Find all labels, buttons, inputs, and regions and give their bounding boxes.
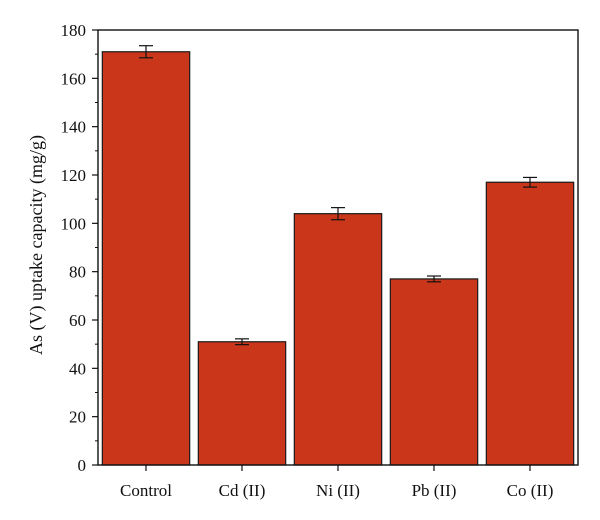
bar-co-ii bbox=[485, 181, 575, 466]
axes-layer bbox=[92, 29, 579, 471]
y-tick-label: 140 bbox=[61, 118, 87, 137]
x-tick-label: Co (II) bbox=[507, 481, 554, 500]
y-tick-label: 40 bbox=[69, 359, 86, 378]
y-axis-title: As (V) uptake capacity (mg/g) bbox=[26, 135, 47, 355]
x-tick-label: Control bbox=[120, 481, 172, 500]
y-tick-label: 80 bbox=[69, 263, 86, 282]
x-tick-label: Ni (II) bbox=[316, 481, 360, 500]
y-tick-label: 120 bbox=[61, 166, 87, 185]
x-tick-label: Pb (II) bbox=[412, 481, 457, 500]
y-tick-label: 100 bbox=[61, 214, 87, 233]
y-tick-label: 160 bbox=[61, 69, 87, 88]
x-tick-label: Cd (II) bbox=[219, 481, 266, 500]
bar-control bbox=[101, 51, 191, 466]
y-tick-label: 0 bbox=[78, 456, 87, 475]
y-tick-label: 60 bbox=[69, 311, 86, 330]
bars-layer bbox=[101, 51, 575, 466]
bar-pb-ii bbox=[389, 278, 479, 466]
plot-frame bbox=[97, 29, 579, 466]
y-tick-label: 180 bbox=[61, 21, 87, 40]
bar-ni-ii bbox=[293, 213, 383, 466]
error-bars-layer bbox=[139, 45, 537, 346]
bar-cd-ii bbox=[197, 341, 287, 466]
labels-layer: Control Cd (II) Ni (II) Pb (II) Co (II) 0 20 40… bbox=[61, 21, 554, 500]
y-tick-label: 20 bbox=[69, 408, 86, 427]
